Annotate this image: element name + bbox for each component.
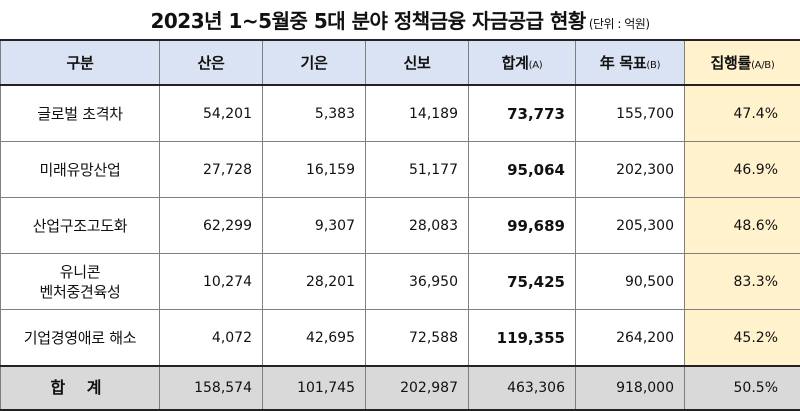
header-target-label: 年 목표: [600, 54, 647, 72]
cell-rate: 83.3%: [685, 254, 800, 310]
funding-table: 구분 산은 기은 신보 합계(A) 年 목표(B) 집행률(A/B) 글로벌 초…: [0, 39, 800, 411]
header-kdb: 산은: [160, 40, 263, 85]
cell-kodit: 36,950: [366, 254, 469, 310]
total-sum: 463,306: [469, 366, 576, 410]
row-label: 글로벌 초격차: [1, 85, 160, 142]
header-ibk: 기은: [263, 40, 366, 85]
cell-sum: 95,064: [469, 142, 576, 198]
cell-sum: 119,355: [469, 310, 576, 367]
total-kdb: 158,574: [160, 366, 263, 410]
row-label: 산업구조고도화: [1, 198, 160, 254]
cell-kdb: 4,072: [160, 310, 263, 367]
row-label-line: 미래유망산업: [5, 160, 155, 180]
row-label-line: 산업구조고도화: [5, 216, 155, 236]
header-sum: 합계(A): [469, 40, 576, 85]
cell-target: 202,300: [576, 142, 685, 198]
total-kodit: 202,987: [366, 366, 469, 410]
total-rate: 50.5%: [685, 366, 800, 410]
cell-target: 90,500: [576, 254, 685, 310]
cell-ibk: 28,201: [263, 254, 366, 310]
row-label-line: 글로벌 초격차: [5, 104, 155, 124]
total-ibk: 101,745: [263, 366, 366, 410]
cell-kodit: 51,177: [366, 142, 469, 198]
cell-ibk: 9,307: [263, 198, 366, 254]
cell-kodit: 28,083: [366, 198, 469, 254]
cell-sum: 73,773: [469, 85, 576, 142]
total-label: 합 계: [1, 366, 160, 410]
unit-label: (단위 : 억원): [589, 17, 650, 31]
cell-kdb: 62,299: [160, 198, 263, 254]
cell-kdb: 27,728: [160, 142, 263, 198]
cell-sum: 99,689: [469, 198, 576, 254]
row-label-line: 유니콘: [5, 262, 155, 282]
header-kodit: 신보: [366, 40, 469, 85]
row-label: 기업경영애로 해소: [1, 310, 160, 367]
total-target: 918,000: [576, 366, 685, 410]
header-target: 年 목표(B): [576, 40, 685, 85]
header-rate-label: 집행률: [711, 54, 752, 72]
cell-target: 264,200: [576, 310, 685, 367]
cell-target: 205,300: [576, 198, 685, 254]
header-row: 구분 산은 기은 신보 합계(A) 年 목표(B) 집행률(A/B): [1, 40, 800, 85]
title-bar: 2023년 1~5월중 5대 분야 정책금융 자금공급 현황 (단위 : 억원): [0, 0, 800, 38]
cell-ibk: 5,383: [263, 85, 366, 142]
row-label: 미래유망산업: [1, 142, 160, 198]
header-rate: 집행률(A/B): [685, 40, 800, 85]
cell-rate: 47.4%: [685, 85, 800, 142]
cell-kdb: 54,201: [160, 85, 263, 142]
title-text: 2023년 1~5월중 5대 분야 정책금융 자금공급 현황: [150, 9, 585, 33]
header-sum-label: 합계: [502, 54, 529, 72]
page-title: 2023년 1~5월중 5대 분야 정책금융 자금공급 현황 (단위 : 억원): [150, 5, 649, 34]
header-rate-sub: (A/B): [751, 60, 774, 71]
cell-target: 155,700: [576, 85, 685, 142]
cell-ibk: 42,695: [263, 310, 366, 367]
cell-sum: 75,425: [469, 254, 576, 310]
cell-kodit: 72,588: [366, 310, 469, 367]
cell-kdb: 10,274: [160, 254, 263, 310]
cell-rate: 48.6%: [685, 198, 800, 254]
cell-ibk: 16,159: [263, 142, 366, 198]
cell-kodit: 14,189: [366, 85, 469, 142]
header-target-sub: (B): [646, 60, 660, 71]
row-label-line: 기업경영애로 해소: [5, 328, 155, 348]
header-category: 구분: [1, 40, 160, 85]
cell-rate: 45.2%: [685, 310, 800, 367]
header-sum-sub: (A): [529, 60, 543, 71]
cell-rate: 46.9%: [685, 142, 800, 198]
row-label-line: 벤처중견육성: [5, 282, 155, 302]
